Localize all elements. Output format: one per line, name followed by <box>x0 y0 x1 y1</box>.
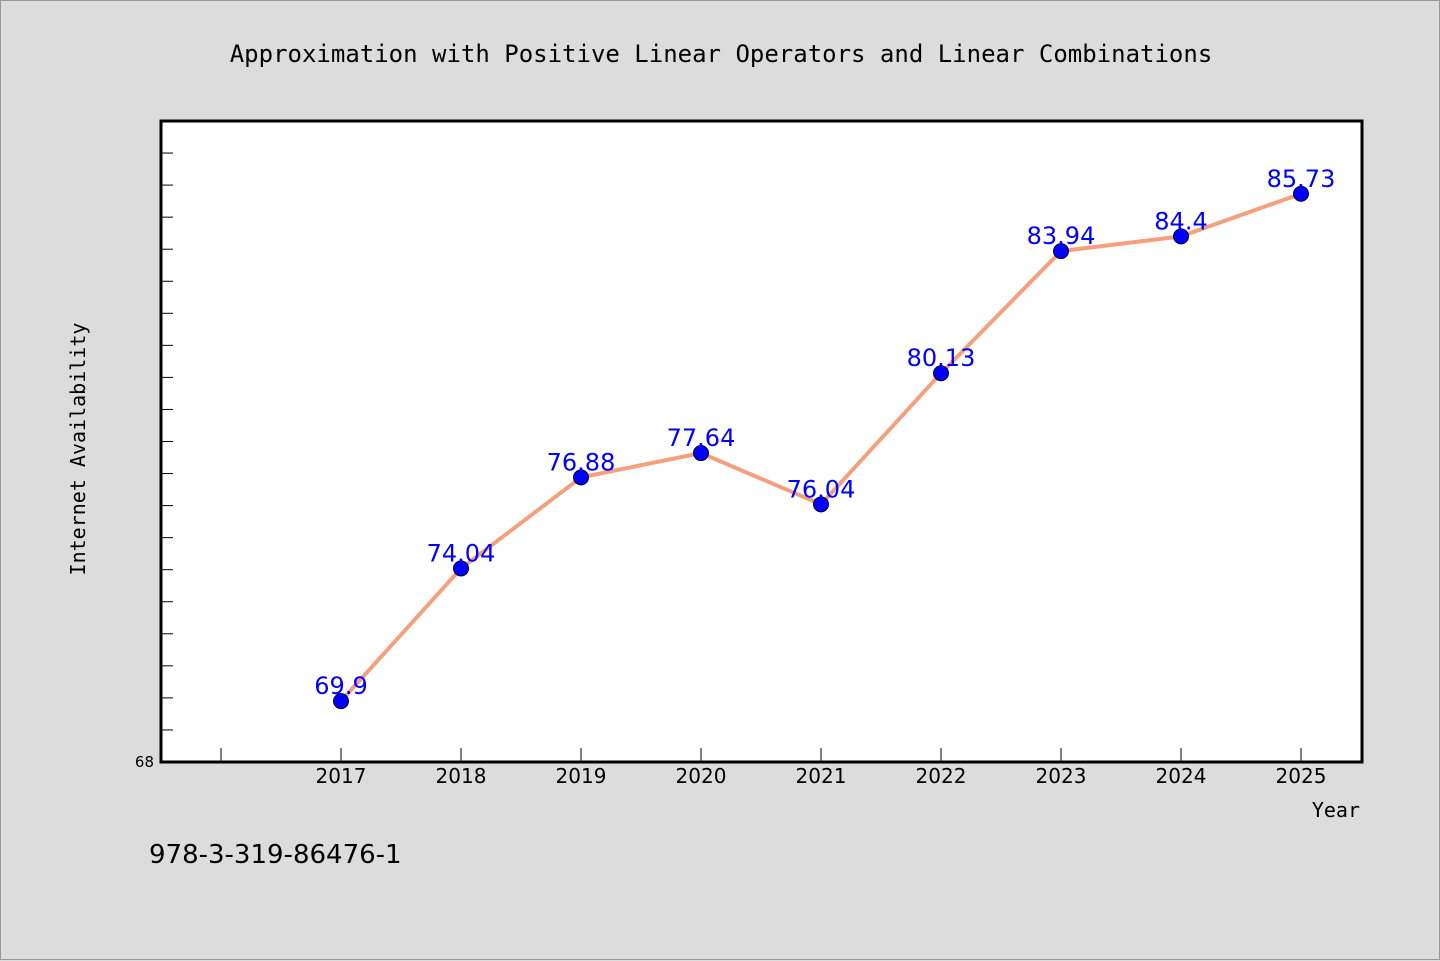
data-point-marker <box>1053 243 1069 260</box>
x-tick-label: 2024 <box>1156 764 1207 788</box>
x-tick-label: 2017 <box>316 764 367 788</box>
data-point-marker <box>1173 228 1189 245</box>
isbn-text: 978-3-319-86476-1 <box>149 840 402 870</box>
plot-area <box>159 119 1364 764</box>
x-tick-label: 2018 <box>436 764 487 788</box>
data-label: 76.04 <box>787 475 856 503</box>
y-axis-title: Internet Availability <box>66 323 90 576</box>
data-label: 77.64 <box>667 424 736 452</box>
data-label: 69.9 <box>314 672 367 700</box>
series-marker-group <box>333 185 1309 710</box>
y-tick-label: 68 <box>135 753 154 771</box>
data-point-marker <box>1293 185 1309 202</box>
x-tick-label: 2021 <box>796 764 847 788</box>
x-tick-label: 2020 <box>676 764 727 788</box>
data-label-group: 69.9 74.04 76.88 77.64 76.04 80.13 83.94 84.4 85… <box>314 165 1335 700</box>
data-point-marker <box>333 693 349 710</box>
data-point-marker <box>813 496 829 513</box>
data-label: 85.73 <box>1267 165 1336 193</box>
data-label: 84.4 <box>1154 207 1207 235</box>
x-tick-label: 2023 <box>1036 764 1087 788</box>
data-label: 74.04 <box>427 539 496 567</box>
x-axis-ticks: 2017 2018 2019 2020 2021 2022 2023 2024 2025 <box>220 748 1327 788</box>
data-label: 80.13 <box>907 344 976 372</box>
data-point-marker <box>693 445 709 462</box>
x-tick-label: 2019 <box>556 764 607 788</box>
y-axis-ticks <box>161 120 173 763</box>
x-tick-label: 2025 <box>1276 764 1327 788</box>
data-label: 83.94 <box>1027 222 1096 250</box>
data-label: 76.88 <box>547 448 616 476</box>
x-tick-label: 2022 <box>916 764 967 788</box>
data-point-marker <box>573 469 589 486</box>
chart-title: Approximation with Positive Linear Opera… <box>230 40 1213 68</box>
x-axis-title: Year <box>1312 798 1360 822</box>
data-point-marker <box>453 560 469 577</box>
data-point-marker <box>933 365 949 382</box>
